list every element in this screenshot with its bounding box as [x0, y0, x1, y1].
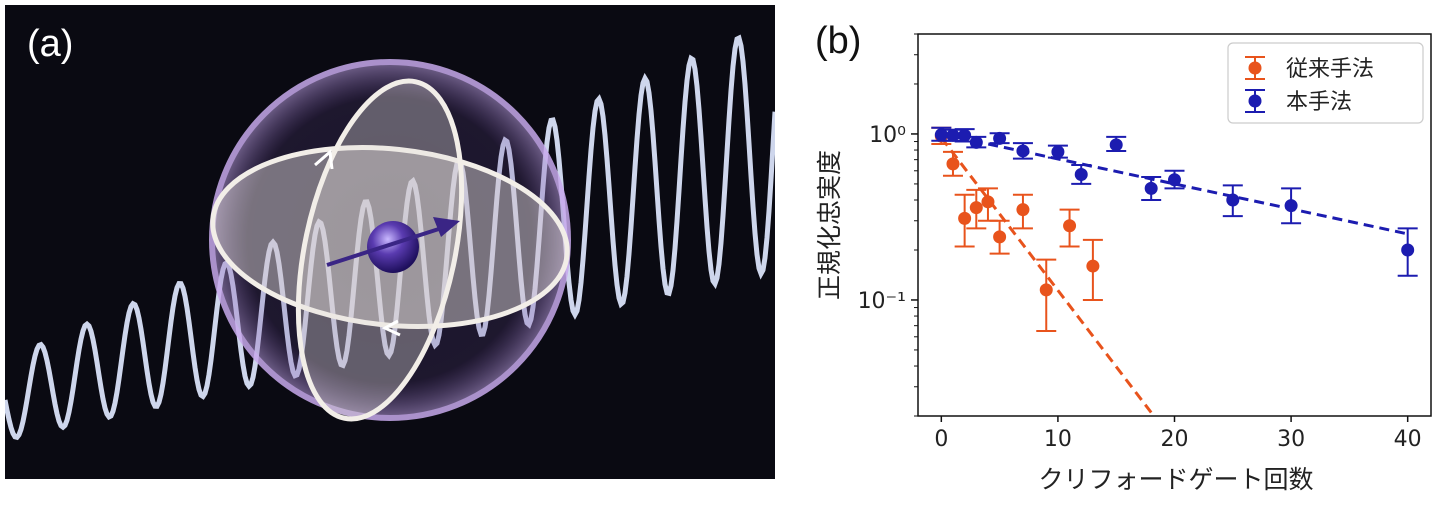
x-tick-label: 10	[1044, 427, 1072, 452]
panel-label-a: (a)	[27, 23, 74, 65]
data-point	[981, 195, 995, 209]
qubit-illustration-panel: (a)	[5, 5, 775, 479]
data-point	[934, 128, 948, 142]
arrow-upper	[314, 149, 334, 170]
data-point	[1039, 283, 1053, 297]
data-point	[1168, 173, 1181, 187]
panel-label-b: (b)	[815, 20, 862, 62]
legend-label: 本手法	[1286, 90, 1352, 115]
x-tick-label: 40	[1394, 427, 1422, 452]
data-point	[1063, 219, 1077, 233]
data-point	[969, 135, 983, 149]
qubit-bloch-sphere-illustration	[5, 34, 775, 441]
data-point	[993, 230, 1007, 244]
legend-marker	[1248, 94, 1262, 108]
data-point	[1086, 259, 1100, 273]
data-point	[969, 201, 983, 215]
data-point	[1226, 193, 1240, 207]
plot-layer	[931, 126, 1418, 414]
data-point	[946, 128, 960, 142]
data-point	[993, 131, 1007, 145]
x-axis-label: クリフォードゲート回数	[1038, 465, 1313, 494]
spin-axis	[326, 225, 446, 267]
spin-arrow-head	[433, 217, 460, 237]
x-tick-label: 30	[1277, 427, 1305, 452]
arrow-lower	[381, 319, 401, 337]
axis-layer: 0 10 20 30 40 10⁰ 10⁻¹	[858, 33, 1422, 452]
data-point	[1109, 138, 1123, 152]
legend-marker	[1248, 61, 1262, 75]
legend-label: 従来手法	[1286, 57, 1374, 82]
x-tick-label: 0	[934, 427, 948, 452]
y-tick-label: 10⁰	[869, 123, 906, 148]
data-point	[946, 157, 960, 171]
data-point	[958, 128, 972, 142]
data-point	[958, 211, 972, 225]
y-tick-label: 10⁻¹	[858, 289, 906, 314]
data-point	[1074, 167, 1088, 181]
x-tick-label: 20	[1161, 427, 1189, 452]
data-point	[1051, 145, 1065, 159]
y-axis-label: 正規化忠実度	[815, 150, 844, 300]
data-point	[1016, 203, 1030, 217]
series-2	[931, 126, 1418, 277]
data-point	[1401, 243, 1415, 257]
data-point	[1144, 181, 1158, 195]
data-point	[1016, 144, 1030, 158]
fit-line	[940, 136, 1153, 414]
data-point	[1284, 199, 1298, 213]
qubit-ball	[367, 221, 419, 273]
legend-box	[1227, 42, 1424, 124]
